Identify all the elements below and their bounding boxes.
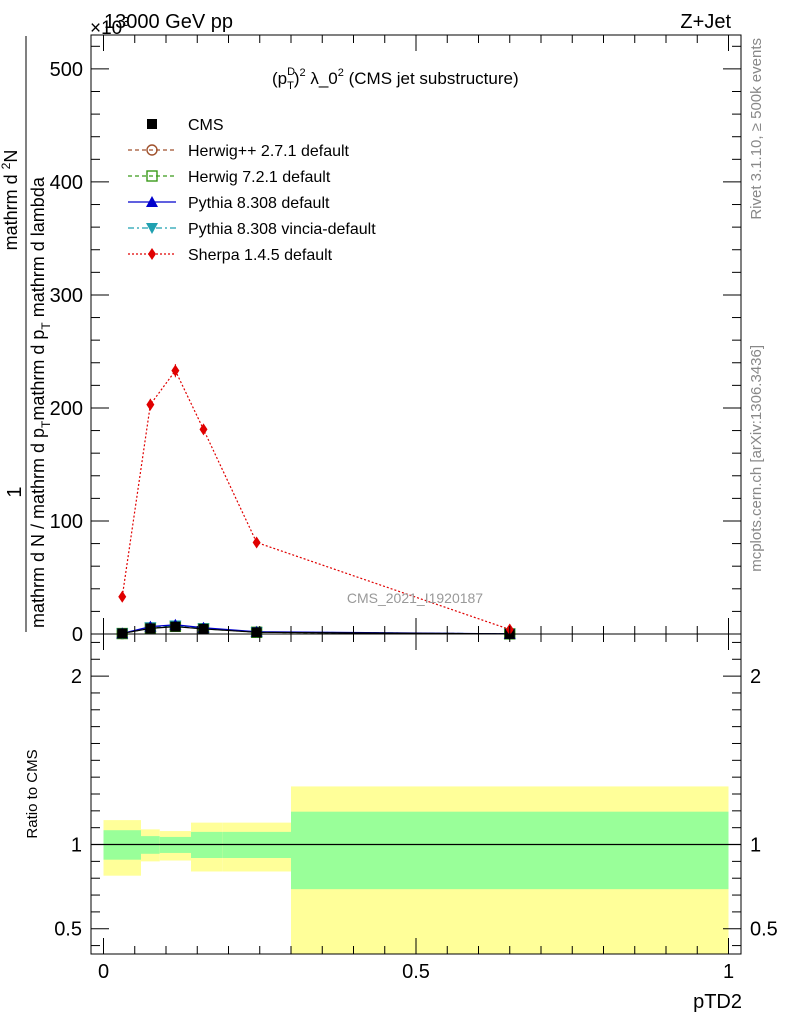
legend-label: Pythia 8.308 vincia-default bbox=[188, 221, 376, 238]
main-panel: 0 100 200 300 400 500 bbox=[50, 34, 742, 646]
legend-marker bbox=[148, 248, 156, 260]
legend-marker bbox=[146, 223, 158, 234]
data-point-5 bbox=[118, 590, 127, 603]
exponent-label: ×103 bbox=[90, 14, 129, 39]
right-title: Z+Jet bbox=[680, 11, 731, 33]
legend-label: CMS bbox=[188, 117, 224, 134]
legend-marker bbox=[146, 170, 158, 182]
data-point-0 bbox=[198, 623, 209, 634]
side-label-top: Rivet 3.1.10, ≥ 500k events bbox=[748, 38, 765, 220]
data-point-0 bbox=[117, 628, 128, 639]
exponent-base: ×10 bbox=[90, 18, 122, 39]
y-label-over: mathrm d 2N bbox=[0, 150, 21, 251]
ratio-y-tick-label-right: 2 bbox=[750, 666, 761, 688]
data-point-5 bbox=[252, 536, 261, 549]
ratio-y-tick-label: 2 bbox=[71, 666, 82, 688]
legend-label: Herwig++ 2.7.1 default bbox=[188, 143, 350, 160]
x-tick-label: 0 bbox=[98, 961, 109, 983]
y-tick-label: 400 bbox=[50, 172, 83, 194]
y-tick-label: 500 bbox=[50, 59, 83, 81]
y-label-denominator: mathrm d N / mathrm d pTmathrm d pT math… bbox=[28, 176, 53, 628]
y-tick-label: 200 bbox=[50, 398, 83, 420]
legend-marker bbox=[146, 196, 158, 207]
y-tick-label: 300 bbox=[50, 285, 83, 307]
data-point-5 bbox=[146, 398, 155, 411]
y-axis-label-ratio: Ratio to CMS bbox=[24, 749, 41, 838]
series-line-5 bbox=[121, 369, 510, 631]
exponent-power: 3 bbox=[122, 14, 129, 29]
y-tick-label: 100 bbox=[50, 511, 83, 533]
ratio-band-green bbox=[291, 811, 729, 890]
legend-label: Herwig 7.2.1 default bbox=[188, 169, 331, 186]
x-tick-label: 0.5 bbox=[402, 961, 430, 983]
x-axis-label: pTD2 bbox=[693, 991, 742, 1013]
ratio-y-tick-label-right: 0.5 bbox=[750, 919, 778, 941]
side-label-bottom: mcplots.cern.ch [arXiv:1306.3436] bbox=[748, 345, 765, 572]
data-point-0 bbox=[145, 623, 156, 634]
left-title: 13000 GeV pp bbox=[104, 11, 233, 33]
y-label-numerator: 1 bbox=[4, 486, 26, 497]
legend: CMS Herwig++ 2.7.1 default Herwig 7.2.1 de… bbox=[128, 117, 376, 264]
legend-marker bbox=[146, 144, 158, 156]
ratio-y-tick-label-right: 1 bbox=[750, 835, 761, 857]
data-point-5 bbox=[199, 423, 208, 436]
ratio-panel: 0.5 0.5 1 1 2 2 bbox=[54, 633, 778, 955]
analysis-watermark: CMS_2021_I1920187 bbox=[347, 590, 483, 606]
data-point-5 bbox=[171, 364, 180, 377]
legend-label: Sherpa 1.4.5 default bbox=[188, 247, 333, 264]
ratio-y-tick-label: 1 bbox=[71, 835, 82, 857]
data-point-0 bbox=[170, 621, 181, 632]
y-axis-label-main: 1 mathrm d N / mathrm d pTmathrm d pT ma… bbox=[0, 36, 53, 632]
plot-title: (pD T)2 λ_02 (CMS jet substructure) bbox=[272, 66, 519, 92]
y-tick-label: 0 bbox=[72, 624, 83, 646]
legend-label: Pythia 8.308 default bbox=[188, 195, 330, 212]
legend-marker bbox=[147, 119, 157, 129]
x-tick-label: 1 bbox=[723, 961, 734, 983]
data-point-0 bbox=[251, 627, 262, 638]
ratio-y-tick-label: 0.5 bbox=[54, 919, 82, 941]
